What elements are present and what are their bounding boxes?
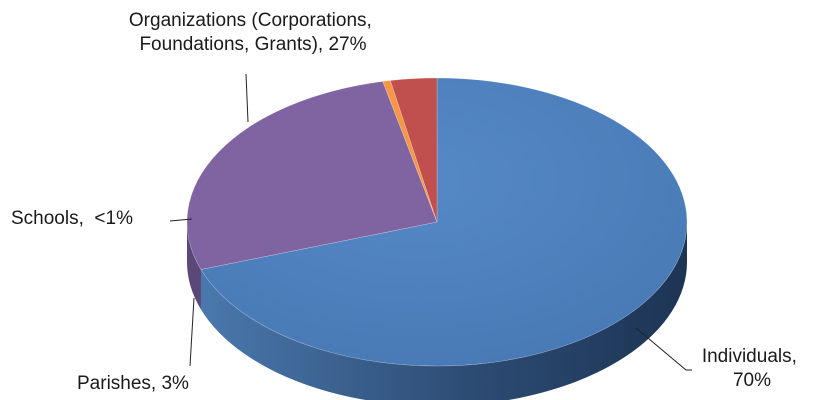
slice-individuals-side [200,222,687,400]
pie-side-walls [187,222,687,400]
leader-lines [169,73,692,371]
leader-organizations [245,73,249,123]
slice-organizations [186,81,438,270]
label-individuals: Individuals, 70% [702,346,802,391]
label-schools: Schools, <1% [11,208,133,229]
pie-top-faces [186,77,688,367]
label-parishes: Parishes, 3% [77,373,189,394]
leader-individuals [635,327,692,371]
slice-organizations-side [187,222,201,310]
slice-parishes [389,77,438,223]
leader-parishes [189,297,195,367]
slice-individuals [200,77,688,367]
slice-schools [382,80,438,223]
leader-schools [169,218,193,222]
label-organizations: Organizations (Corporations, Foundations… [129,10,377,55]
